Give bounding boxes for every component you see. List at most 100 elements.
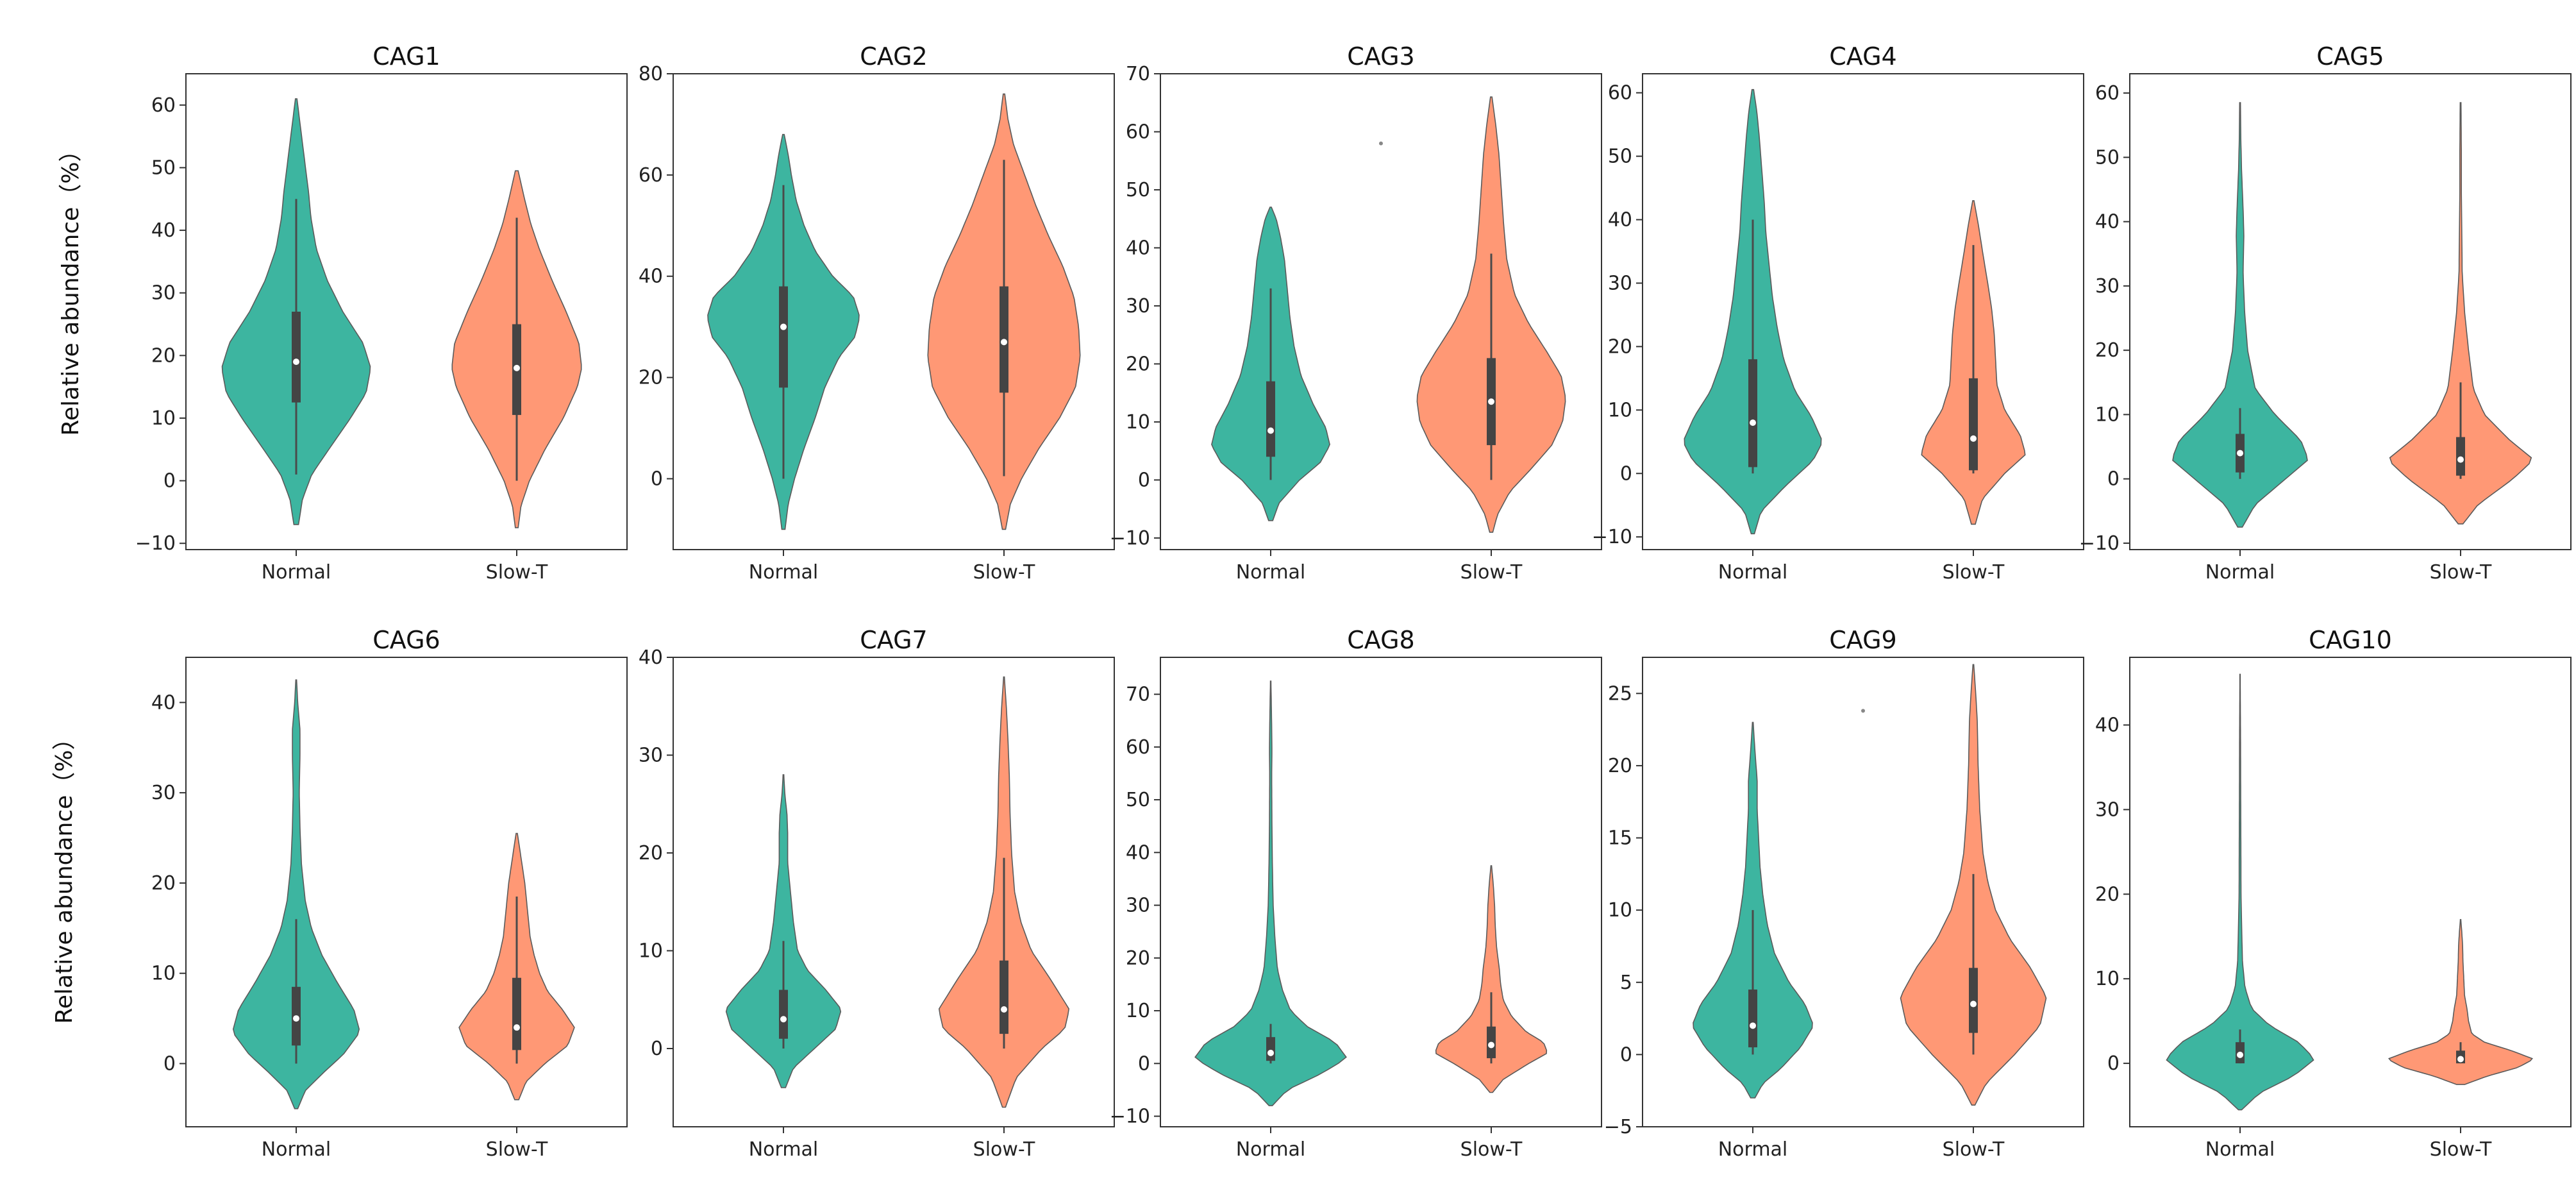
x-tick-label: Normal bbox=[1718, 1138, 1788, 1161]
violin-median bbox=[1488, 398, 1494, 405]
y-tick-label: 0 bbox=[651, 468, 663, 490]
x-tick-label: Normal bbox=[1236, 1138, 1306, 1161]
x-tick-label: Normal bbox=[1718, 561, 1788, 584]
plot-frame bbox=[673, 657, 1115, 1127]
violin-median bbox=[1488, 1041, 1494, 1049]
plot-frame bbox=[185, 73, 628, 550]
panel-cag4: CAG4 −10 0 10 20 30 40 50 60 Normal Slow-T bbox=[1592, 42, 2084, 584]
row-1-ylabel: Relative abundance（%） bbox=[58, 139, 84, 435]
panel-cag9: CAG9 −5 0 5 10 15 20 25 Normal Slow-T bbox=[1604, 626, 2084, 1161]
plot-frame bbox=[673, 73, 1115, 550]
violin-slow-t bbox=[1435, 865, 1548, 1093]
y-tick-label: 50 bbox=[151, 156, 176, 179]
x-tick-label: Slow-T bbox=[2430, 1138, 2492, 1161]
y-tick-label: 30 bbox=[639, 745, 663, 767]
x-tick-label: Slow-T bbox=[973, 561, 1035, 584]
panel-title: CAG10 bbox=[2309, 626, 2392, 654]
y-tick-label: 20 bbox=[2095, 339, 2120, 362]
violin-iqr-box bbox=[779, 990, 788, 1039]
violin-median bbox=[780, 323, 787, 330]
x-tick-label: Normal bbox=[2205, 561, 2275, 584]
outlier-point bbox=[1379, 141, 1383, 146]
y-tick-label: 20 bbox=[1126, 947, 1150, 970]
panel-cag10: CAG10 0 10 20 30 40 Normal Slow-T bbox=[2095, 626, 2572, 1161]
x-tick-label: Normal bbox=[749, 561, 819, 584]
violin-normal bbox=[232, 679, 360, 1109]
x-tick-label: Normal bbox=[262, 561, 331, 584]
violin-median bbox=[1001, 1006, 1007, 1013]
y-tick-label: 0 bbox=[651, 1038, 663, 1060]
plot-frame bbox=[1642, 73, 2084, 550]
violin-median bbox=[1001, 339, 1007, 346]
y-tick-label: 10 bbox=[2095, 403, 2120, 426]
violin-median bbox=[1267, 1049, 1274, 1056]
y-tick-label: 30 bbox=[151, 282, 176, 305]
plot-frame bbox=[2129, 73, 2572, 550]
y-tick-label: 40 bbox=[151, 691, 176, 714]
y-tick-label: 10 bbox=[1608, 899, 1632, 922]
y-tick-label: 50 bbox=[2095, 146, 2120, 169]
y-tick-label: 15 bbox=[1608, 827, 1632, 850]
panel-title: CAG3 bbox=[1347, 42, 1414, 71]
y-tick-label: 60 bbox=[639, 164, 663, 187]
violin-median bbox=[1267, 427, 1274, 434]
panel-title: CAG7 bbox=[860, 626, 927, 654]
y-tick-label: 60 bbox=[2095, 82, 2120, 105]
violin-median bbox=[514, 364, 520, 371]
plot-frame bbox=[2129, 657, 2572, 1127]
violin-normal bbox=[725, 774, 842, 1088]
x-tick-label: Slow-T bbox=[2430, 561, 2492, 584]
panel-cag3: CAG3 −10 0 10 20 30 40 50 60 70 Normal Slow-T bbox=[1110, 42, 1602, 584]
violin-median bbox=[2457, 1056, 2464, 1063]
violin-median bbox=[1970, 435, 1977, 442]
violin-normal bbox=[2172, 102, 2308, 528]
panel-title: CAG1 bbox=[372, 42, 440, 71]
y-tick-label: 60 bbox=[151, 94, 176, 117]
y-tick-label: 40 bbox=[1608, 209, 1632, 232]
panel-title: CAG4 bbox=[1829, 42, 1896, 71]
violin-iqr-box bbox=[512, 977, 521, 1050]
plot-frame bbox=[185, 657, 628, 1127]
violin-iqr-box bbox=[1969, 968, 1978, 1033]
violin-median bbox=[293, 1015, 299, 1022]
y-tick-label: 50 bbox=[1126, 789, 1150, 811]
outlier-point bbox=[1861, 709, 1865, 713]
x-tick-label: Slow-T bbox=[1943, 561, 2005, 584]
violin-iqr-box bbox=[779, 286, 788, 388]
y-tick-label: 5 bbox=[1620, 972, 1632, 994]
y-tick-label: 30 bbox=[1126, 295, 1150, 317]
y-tick-label: −10 bbox=[135, 532, 176, 555]
violin-iqr-box bbox=[292, 312, 301, 403]
violin-median bbox=[780, 1016, 787, 1023]
plot-frame bbox=[1642, 657, 2084, 1127]
y-tick-label: −10 bbox=[2079, 532, 2120, 555]
y-tick-label: 10 bbox=[151, 407, 176, 430]
panel-cag1: CAG1 −10 0 10 20 30 40 50 60 Normal Slow-T bbox=[135, 42, 628, 584]
y-tick-label: 70 bbox=[1126, 684, 1150, 706]
y-tick-label: 40 bbox=[1126, 237, 1150, 259]
y-tick-label: 25 bbox=[1608, 682, 1632, 705]
y-tick-label: 60 bbox=[1608, 82, 1632, 105]
y-tick-label: 0 bbox=[1138, 1052, 1150, 1075]
y-tick-label: 40 bbox=[639, 266, 663, 288]
y-tick-label: 10 bbox=[1126, 411, 1150, 434]
y-tick-label: 0 bbox=[1138, 469, 1150, 491]
violin-normal bbox=[1194, 680, 1347, 1106]
panel-cag7: CAG7 0 10 20 30 40 Normal Slow-T bbox=[639, 626, 1115, 1161]
panel-title: CAG8 bbox=[1347, 626, 1414, 654]
y-tick-label: 30 bbox=[2095, 798, 2120, 821]
y-tick-label: 20 bbox=[1608, 755, 1632, 777]
panel-cag2: CAG2 0 20 40 60 80 Normal Slow-T bbox=[639, 42, 1115, 584]
y-tick-label: 60 bbox=[1126, 736, 1150, 759]
y-tick-label: −10 bbox=[1592, 526, 1632, 548]
y-tick-label: 20 bbox=[639, 367, 663, 389]
y-tick-label: 60 bbox=[1126, 121, 1150, 143]
panel-cag5: CAG5 −10 0 10 20 30 40 50 60 Normal Slow-T bbox=[2079, 42, 2572, 584]
y-tick-label: 20 bbox=[2095, 883, 2120, 906]
y-tick-label: 30 bbox=[151, 782, 176, 804]
panel-title: CAG6 bbox=[372, 626, 440, 654]
violin-median bbox=[1970, 1000, 1977, 1007]
y-tick-label: 20 bbox=[1126, 353, 1150, 375]
